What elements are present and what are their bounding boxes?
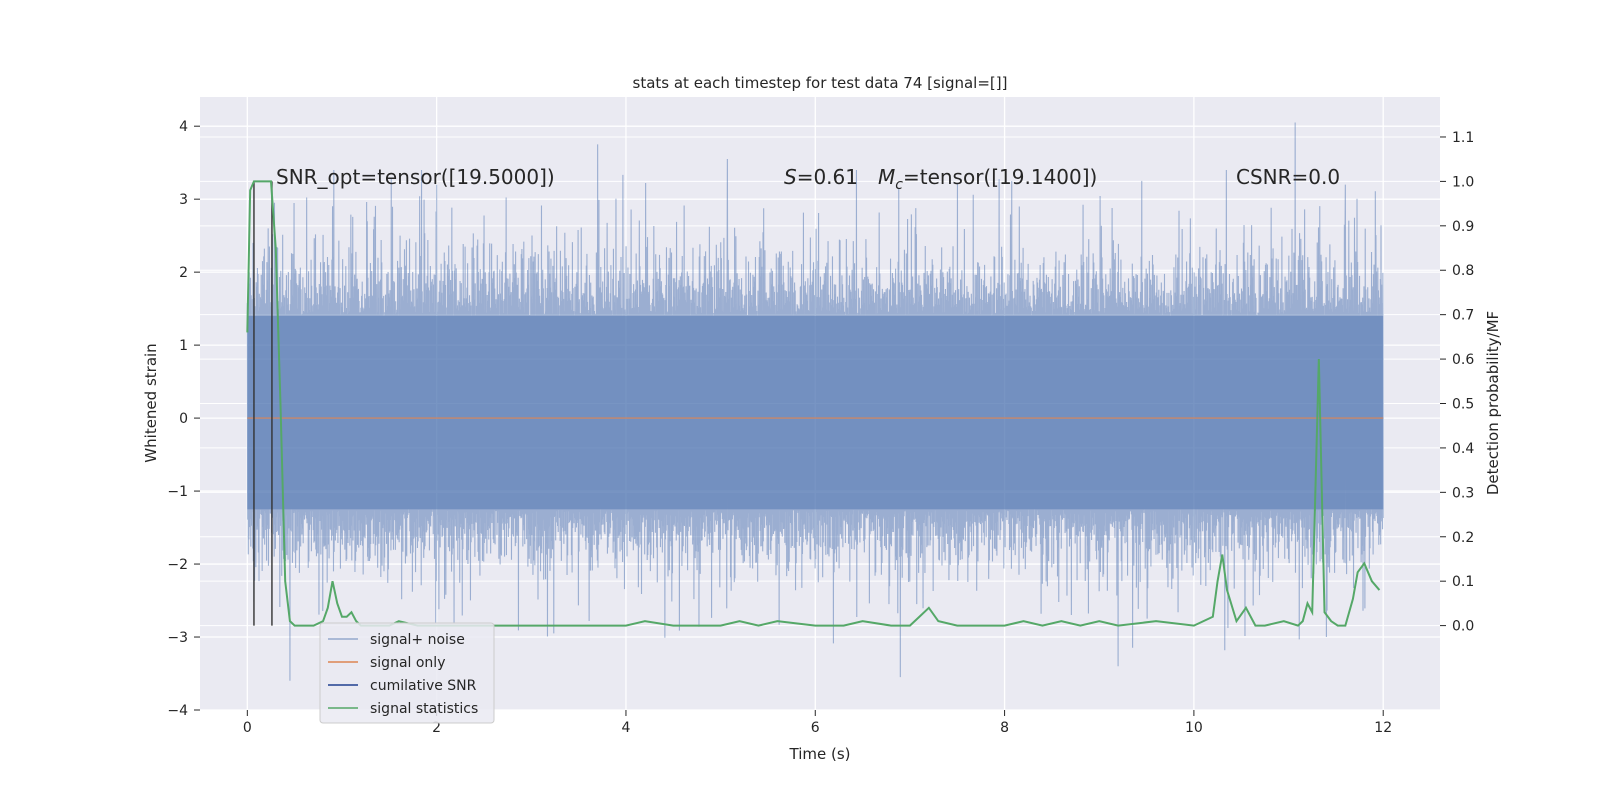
y2-tick-label-7: 0.7	[1452, 308, 1474, 324]
legend-label-signal-noise: signal+ noise	[370, 632, 465, 648]
y2-tick-label-4: 0.4	[1452, 441, 1474, 457]
legend-box	[319, 622, 495, 724]
y-tick-label-8: 4	[179, 119, 188, 135]
axes: 0 2 4 6 8 10 12−4−3−2−1012340.00.10.20.30.40.5…	[167, 119, 1474, 736]
y-tick-label-2: −2	[167, 557, 188, 573]
x-tick-label-6: 12	[1374, 720, 1392, 736]
annotation-csnr: CSNR=0.0	[1236, 165, 1340, 189]
y2-tick-label-9: 0.9	[1452, 219, 1474, 235]
annotation-overlap-symbol: S	[784, 165, 797, 189]
series-signal-noise	[246, 122, 1384, 681]
annotation-chirp-mass-symbol: M	[878, 165, 895, 189]
signal-statistics-line	[246, 180, 1381, 627]
y2-axis-label: Detection probability/MF	[1484, 311, 1502, 495]
y2-tick-label-8: 0.8	[1452, 263, 1474, 279]
series-signal-statistics	[246, 180, 1381, 627]
x-tick-label-3: 6	[811, 720, 820, 736]
y-tick-label-7: 3	[179, 192, 188, 208]
y2-tick-label-3: 0.3	[1452, 485, 1474, 501]
annotation-chirp-mass: Mc=tensor([19.1400])	[878, 165, 1097, 193]
annotations: SNR_opt=tensor([19.5000]) S=0.61 Mc=tens…	[276, 165, 1340, 193]
legend-label-signal-only: signal only	[370, 655, 445, 671]
vertical-markers	[253, 181, 273, 626]
chart-title: stats at each timestep for test data 74 …	[633, 74, 1008, 92]
annotation-overlap: S=0.61	[784, 165, 858, 189]
y-tick-label-1: −3	[167, 630, 188, 646]
y2-tick-label-1: 0.1	[1452, 574, 1474, 590]
x-tick-label-1: 2	[432, 720, 441, 736]
annotation-snr-opt: SNR_opt=tensor([19.5000])	[276, 165, 555, 189]
legend-label-cumulative-snr: cumilative SNR	[370, 678, 477, 694]
x-tick-label-0: 0	[243, 720, 252, 736]
annotation-chirp-mass-subscript: c	[895, 177, 903, 193]
annotation-chirp-mass-value: =tensor([19.1400])	[903, 165, 1097, 189]
y-tick-label-0: −4	[167, 703, 188, 719]
y-axis-label: Whitened strain	[142, 343, 160, 462]
x-tick-label-5: 10	[1185, 720, 1203, 736]
y-tick-label-5: 1	[179, 338, 188, 354]
y-tick-label-3: −1	[167, 484, 188, 500]
x-axis-label: Time (s)	[789, 745, 851, 763]
x-tick-label-4: 8	[1000, 720, 1009, 736]
y2-tick-label-6: 0.6	[1452, 352, 1474, 368]
y-tick-label-6: 2	[179, 265, 188, 281]
y2-tick-label-0: 0.0	[1452, 619, 1474, 635]
annotation-overlap-value: =0.61	[797, 165, 858, 189]
y-tick-label-4: 0	[179, 411, 188, 427]
x-tick-label-2: 4	[621, 720, 630, 736]
y2-tick-label-2: 0.2	[1452, 530, 1474, 546]
y2-tick-label-11: 1.1	[1452, 130, 1474, 146]
y2-tick-label-10: 1.0	[1452, 174, 1474, 190]
legend: signal+ noise signal only cumilative SNR…	[319, 622, 495, 724]
legend-label-signal-statistics: signal statistics	[370, 701, 478, 717]
y2-tick-label-5: 0.5	[1452, 397, 1474, 413]
